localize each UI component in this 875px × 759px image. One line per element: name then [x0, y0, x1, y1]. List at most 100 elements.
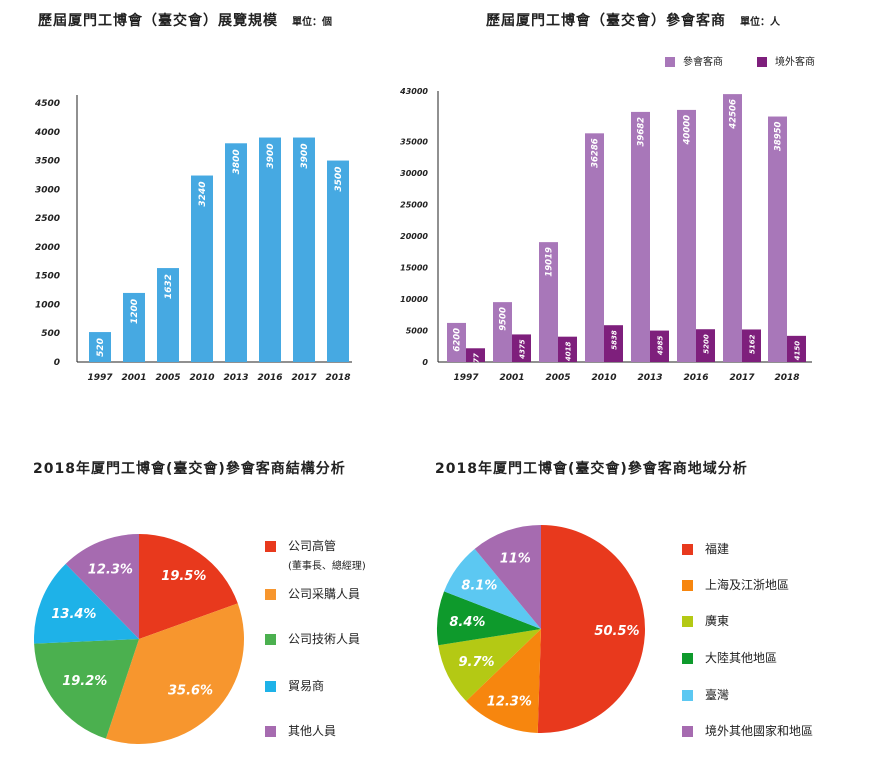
legend4-swatch-fujian — [682, 544, 693, 555]
chart3-pie-slice-label-3: 13.4% — [51, 607, 96, 622]
chart3-title-text: 2018年厦門工博會(臺交會)參會客商結構分析 — [33, 461, 346, 477]
chart2-y-tick-label: 30000 — [400, 169, 428, 178]
chart1-y-tick-label: 3000 — [35, 185, 60, 195]
chart1-x-tick-label: 2013 — [223, 373, 248, 383]
chart3-pie-slice-2 — [34, 639, 139, 739]
chart2-bar-participants-2013 — [631, 111, 650, 362]
chart4-pie-slice-label-3: 8.4% — [449, 615, 485, 630]
chart2-y-tick-label: 10000 — [400, 295, 428, 304]
chart4-title: 2018年厦門工博會(臺交會)參會客商地域分析 — [435, 458, 748, 478]
chart1-bar-label-2013: 3800 — [232, 149, 242, 174]
legend4-swatch-taiwan — [682, 690, 693, 701]
legend3-label-executives: 公司高管 — [288, 539, 337, 553]
chart1-x-tick-label: 2010 — [189, 373, 214, 383]
chart2-bar-overseas-2017 — [742, 329, 761, 362]
chart1-x-tick-label: 2016 — [257, 373, 282, 383]
legend3-swatch-executives — [265, 541, 276, 552]
chart2-bar-participants-2010 — [585, 133, 604, 362]
legend-label-participants: 參會客商 — [683, 57, 723, 68]
chart1-y-tick-label: 1000 — [35, 300, 60, 310]
chart4-pie-slice-0 — [537, 525, 646, 733]
chart2-bar-overseas-2005 — [558, 336, 577, 362]
chart2-bar-label-participants-2017: 42506 — [729, 99, 739, 130]
legend-swatch-overseas — [757, 56, 767, 67]
chart2-y-tick-label: 0 — [422, 358, 428, 367]
chart3-pie-slice-4 — [65, 534, 139, 639]
chart2-x-tick-label: 2017 — [729, 373, 755, 383]
chart1-bar-label-2010: 3240 — [198, 182, 208, 207]
chart1-bar-label-2017: 3900 — [300, 144, 310, 169]
chart1-title-text: 歷屆厦門工博會（臺交會）展覽規模 — [38, 13, 278, 29]
chart2-x-tick-label: 1997 — [453, 373, 479, 383]
chart4-pie-slice-2 — [438, 629, 541, 702]
legend3-swatch-traders — [265, 681, 276, 692]
chart2-bar-participants-2016 — [677, 109, 696, 362]
chart2-bar-label-overseas-2013: 4985 — [657, 335, 665, 355]
legend-swatch-participants — [665, 56, 675, 67]
chart4-pie-slice-1 — [466, 629, 541, 733]
chart2-unit: 單位：人 — [740, 17, 780, 28]
chart4-pie-slice-label-0: 50.5% — [594, 624, 639, 639]
chart4-pie-slice-label-1: 12.3% — [487, 694, 532, 709]
legend4-item-shanghai: 上海及江浙地區 — [682, 576, 789, 593]
legend-item-participants: 參會客商 — [665, 53, 723, 68]
chart2-bar-label-overseas-2018: 4150 — [794, 341, 802, 361]
legend-item-overseas: 境外客商 — [757, 53, 815, 68]
chart2-bar-label-overseas-2017: 5162 — [749, 334, 757, 354]
chart2-bar-label-participants-2013: 39682 — [637, 117, 647, 147]
chart2-bar-overseas-1997 — [466, 348, 485, 362]
legend3-label-others: 其他人員 — [288, 724, 337, 738]
legend3-swatch-others — [265, 726, 276, 737]
chart1-title: 歷屆厦門工博會（臺交會）展覽規模 單位：個 — [38, 10, 332, 30]
chart2-bar-overseas-2018 — [787, 335, 806, 362]
chart1-x-tick-label: 2001 — [121, 373, 146, 383]
chart3-pie-slice-0 — [139, 534, 238, 639]
legend3-label-traders: 貿易商 — [288, 679, 325, 693]
chart1-y-tick-label: 4500 — [34, 99, 60, 109]
chart1-y-tick-label: 1500 — [35, 272, 60, 282]
legend3-swatch-purchasers — [265, 589, 276, 600]
chart2-y-tick-label: 43000 — [399, 87, 428, 96]
chart2-bar-label-overseas-1997: 2177 — [473, 353, 481, 373]
chart2-bar-overseas-2013 — [650, 330, 669, 362]
legend3-item-others: 其他人員 — [265, 722, 336, 739]
chart1-y-tick-label: 3500 — [35, 157, 60, 167]
chart4-pie-slice-3 — [437, 591, 541, 646]
chart2-x-tick-label: 2005 — [545, 373, 570, 383]
legend4-label-overseas-other: 境外其他國家和地區 — [705, 724, 814, 738]
legend3-item-executives: 公司高管 (董事長、總經理) — [265, 537, 366, 572]
chart4-pie-slice-label-5: 11% — [500, 551, 531, 566]
chart1-y-tick-label: 2500 — [35, 214, 60, 224]
chart1-y-tick-label: 500 — [41, 329, 60, 339]
chart1-bar-2005 — [157, 268, 179, 362]
chart3-pie-slice-label-0: 19.5% — [161, 569, 206, 584]
chart2-y-tick-label: 20000 — [400, 232, 428, 241]
chart1-y-tick-label: 2000 — [35, 243, 60, 253]
chart2-bar-label-participants-2005: 19019 — [545, 247, 555, 277]
chart3-pie-slice-3 — [34, 563, 139, 644]
chart2-title-text: 歷屆厦門工博會（臺交會）參會客商 — [486, 13, 726, 29]
legend3-item-purchasers: 公司采購人員 — [265, 585, 360, 602]
legend4-label-mainland-other: 大陸其他地區 — [705, 651, 778, 665]
chart2-y-tick-label: 5000 — [406, 326, 429, 335]
chart2-bar-label-participants-2010: 36286 — [591, 138, 601, 168]
chart3-pie-slice-label-1: 35.6% — [168, 683, 213, 698]
chart2-bar-label-overseas-2016: 5200 — [703, 334, 711, 354]
chart2-bar-label-participants-2016: 40000 — [683, 115, 693, 146]
legend4-label-guangdong: 廣東 — [705, 614, 730, 628]
chart3-pie-slice-label-4: 12.3% — [88, 563, 133, 578]
chart1-bar-label-2018: 3500 — [334, 167, 344, 192]
legend4-swatch-guangdong — [682, 616, 693, 627]
chart1-x-tick-label: 2017 — [291, 373, 317, 383]
legend4-item-fujian: 福建 — [682, 540, 729, 557]
legend3-label-technicians: 公司技術人員 — [288, 632, 361, 646]
chart2-x-tick-label: 2013 — [637, 373, 662, 383]
legend3-swatch-technicians — [265, 634, 276, 645]
chart2-x-tick-label: 2018 — [774, 373, 799, 383]
chart2-bar-overseas-2010 — [604, 325, 623, 362]
chart2-y-tick-label: 15000 — [400, 263, 428, 272]
chart3-pie-slice-label-2: 19.2% — [62, 674, 107, 689]
chart1-unit: 單位：個 — [292, 17, 332, 28]
chart1-bar-2013 — [225, 143, 247, 362]
